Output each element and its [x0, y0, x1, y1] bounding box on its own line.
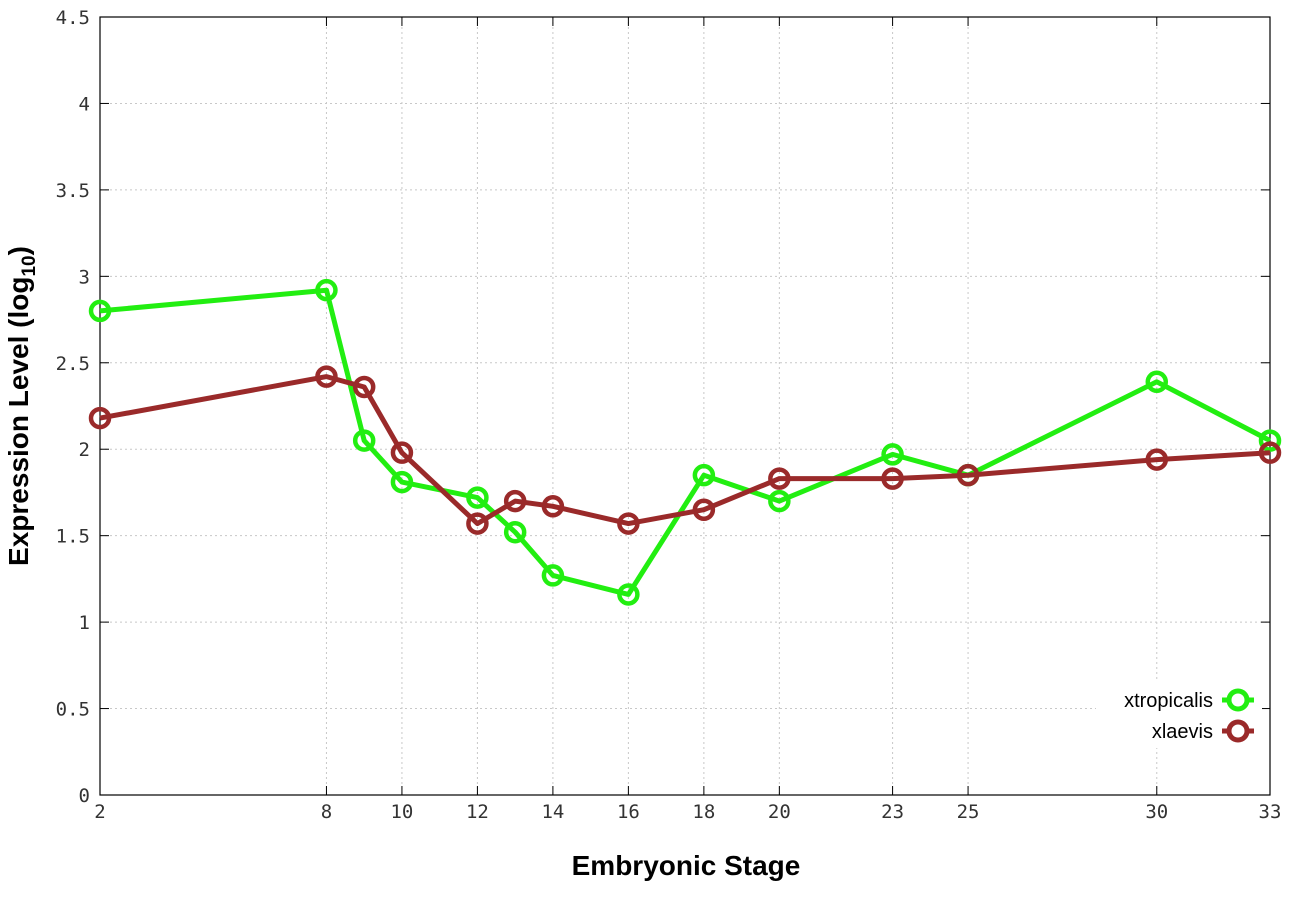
- data-point-xlaevis: [315, 365, 338, 388]
- x-axis-title: Embryonic Stage: [572, 850, 801, 881]
- y-tick-label: 0.5: [56, 699, 90, 721]
- series-line-xlaevis: [99, 374, 1271, 527]
- x-tick-label: 20: [768, 801, 791, 823]
- x-tick-label: 30: [1145, 801, 1168, 823]
- data-point-xtropicalis: [88, 299, 112, 323]
- data-point-xtropicalis: [1145, 370, 1169, 394]
- data-point-xlaevis: [768, 467, 791, 490]
- data-point-xlaevis: [466, 512, 489, 535]
- data-point-xtropicalis: [503, 520, 527, 544]
- y-tick-label: 3.5: [56, 180, 90, 202]
- y-tick-label: 4: [79, 93, 90, 115]
- data-point-xlaevis: [1145, 448, 1169, 471]
- data-point-xlaevis: [352, 375, 376, 399]
- x-tick-label: 18: [692, 801, 715, 823]
- data-point-xtropicalis: [617, 583, 640, 606]
- x-tick-label: 10: [390, 801, 413, 823]
- data-point-xlaevis: [956, 463, 980, 487]
- data-point-xtropicalis: [1258, 429, 1282, 452]
- data-point-xlaevis: [692, 498, 716, 521]
- y-tick-label: 1: [79, 612, 90, 634]
- series-xlaevis: [88, 365, 1282, 535]
- legend-marker-xtropicalis: [1226, 688, 1250, 712]
- data-point-xtropicalis: [692, 463, 716, 487]
- y-tick-label: 3: [79, 266, 90, 288]
- x-tick-label: 25: [957, 801, 980, 823]
- legend-label-xtropicalis: xtropicalis: [1124, 690, 1213, 712]
- data-point-xtropicalis: [541, 564, 565, 587]
- plot-frame: [99, 16, 1271, 796]
- y-tick-label: 2: [79, 439, 90, 461]
- legend: xtropicalis xlaevis: [1096, 680, 1262, 748]
- x-tick-label: 14: [541, 801, 564, 823]
- grid: [100, 17, 1270, 795]
- data-point-xlaevis: [541, 495, 565, 518]
- y-axis-title-subscript: 10: [19, 255, 40, 276]
- x-tick-label: 33: [1259, 801, 1282, 823]
- x-tick-label: 23: [881, 801, 904, 823]
- data-point-xtropicalis: [390, 470, 414, 494]
- x-tick-label: 12: [466, 801, 489, 823]
- data-point-xlaevis: [1258, 441, 1282, 464]
- series-line-xtropicalis: [99, 287, 1272, 597]
- legend-label-xlaevis: xlaevis: [1152, 721, 1213, 743]
- data-point-xtropicalis: [352, 429, 376, 452]
- y-tick-label: 1.5: [56, 526, 90, 548]
- y-tick-label: 0: [79, 785, 90, 807]
- y-tick-label: 4.5: [56, 7, 90, 29]
- y-tick-label: 2.5: [56, 353, 90, 375]
- data-point-xlaevis: [88, 406, 112, 430]
- data-point-xtropicalis: [768, 489, 791, 513]
- x-tick-label: 2: [94, 801, 105, 823]
- x-tick-label: 8: [321, 801, 332, 823]
- data-point-xlaevis: [881, 467, 904, 490]
- series-group: [88, 278, 1282, 606]
- data-point-xtropicalis: [466, 486, 489, 509]
- y-axis-title: Expression Level (log10): [3, 246, 40, 566]
- data-point-xlaevis: [503, 489, 527, 513]
- y-axis-title-main: Expression Level (log: [3, 277, 34, 566]
- data-point-xlaevis: [390, 441, 414, 464]
- x-tick-label: 16: [617, 801, 640, 823]
- data-point-xtropicalis: [881, 443, 904, 466]
- data-point-xtropicalis: [315, 278, 338, 302]
- legend-marker-xlaevis: [1226, 719, 1250, 743]
- y-axis-title-close: ): [3, 246, 34, 255]
- axis-ticks: 0 0.5 1 1.5 2 2.5 3 3.5 4 4.5 2 8 10 12 14 16 18 20 23 25 30…: [56, 7, 1282, 823]
- series-xtropicalis: [88, 278, 1282, 606]
- data-point-xlaevis: [617, 512, 640, 535]
